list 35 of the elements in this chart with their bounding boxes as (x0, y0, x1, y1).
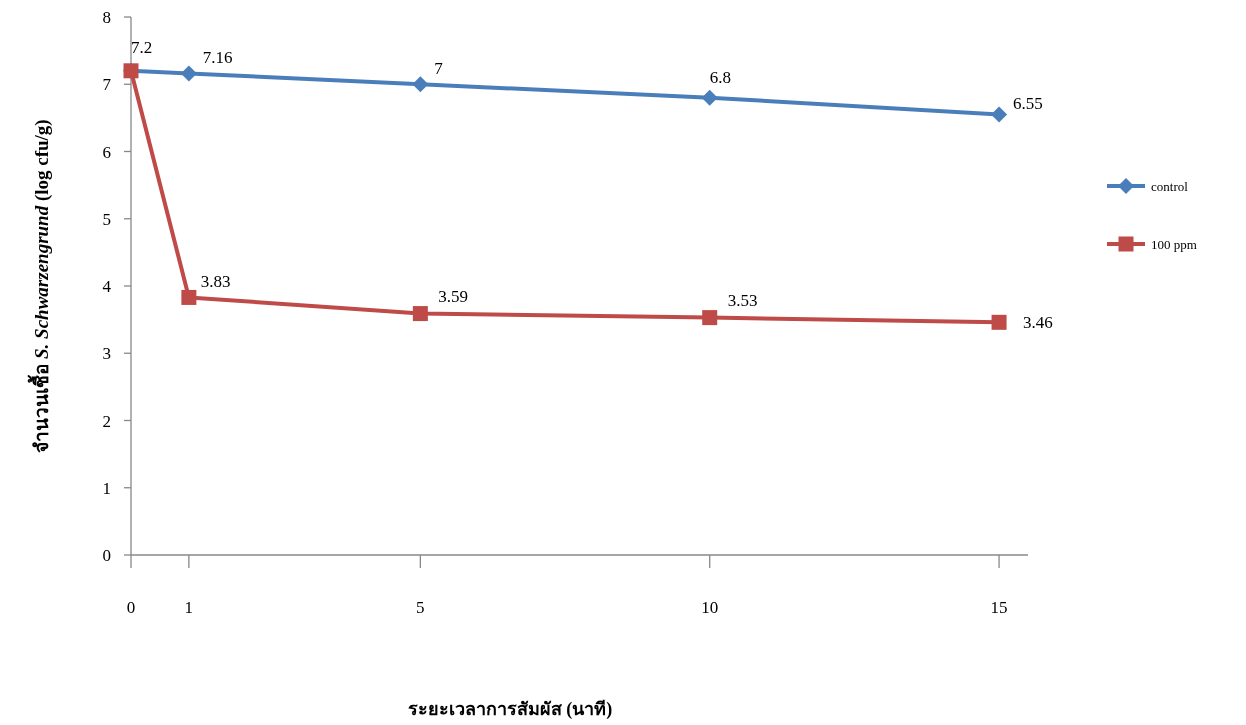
data-label: 6.8 (709, 67, 731, 87)
point (991, 314, 1007, 330)
x-tick-label: 1 (184, 598, 194, 617)
data-label: 3.83 (200, 272, 231, 292)
y-tick-label: 2 (102, 411, 111, 431)
point (180, 65, 197, 82)
data-label: 3.46 (1023, 313, 1053, 333)
legend-label: control (1151, 179, 1189, 194)
y-tick-label: 3 (102, 344, 111, 364)
data-label: 7.16 (202, 48, 233, 68)
y-tick-label: 4 (102, 277, 112, 296)
y-tick-label: 8 (102, 8, 111, 27)
data-label: 6.55 (1013, 93, 1043, 113)
legend-label: 100 ppm (1151, 237, 1197, 252)
data-label: 3.53 (727, 290, 758, 310)
x-axis-title: ระยะเวลาการสัมผัส (นาที) (407, 699, 613, 720)
point (701, 89, 718, 106)
y-axis-title: จำนวนเชื้อ S. Schwarzengrund (log cfu/g) (27, 119, 53, 453)
y-tick-label: 1 (102, 478, 111, 498)
y-tick-label: 0 (102, 546, 111, 565)
y-tick-label: 5 (102, 209, 111, 229)
x-tick-label: 15 (990, 598, 1008, 617)
x-tick-label: 10 (701, 598, 719, 617)
point (412, 306, 428, 322)
point (991, 106, 1008, 123)
x-tick-label: 5 (416, 598, 425, 617)
y-tick-label: 6 (102, 142, 111, 162)
point (181, 289, 197, 305)
x-tick-label: 0 (126, 598, 136, 617)
y-tick-label: 7 (102, 75, 112, 95)
data-label: 7.2 (131, 37, 153, 57)
data-label: 3.59 (438, 286, 469, 306)
point (412, 76, 429, 93)
point (702, 310, 718, 326)
data-label: 7 (434, 59, 444, 79)
